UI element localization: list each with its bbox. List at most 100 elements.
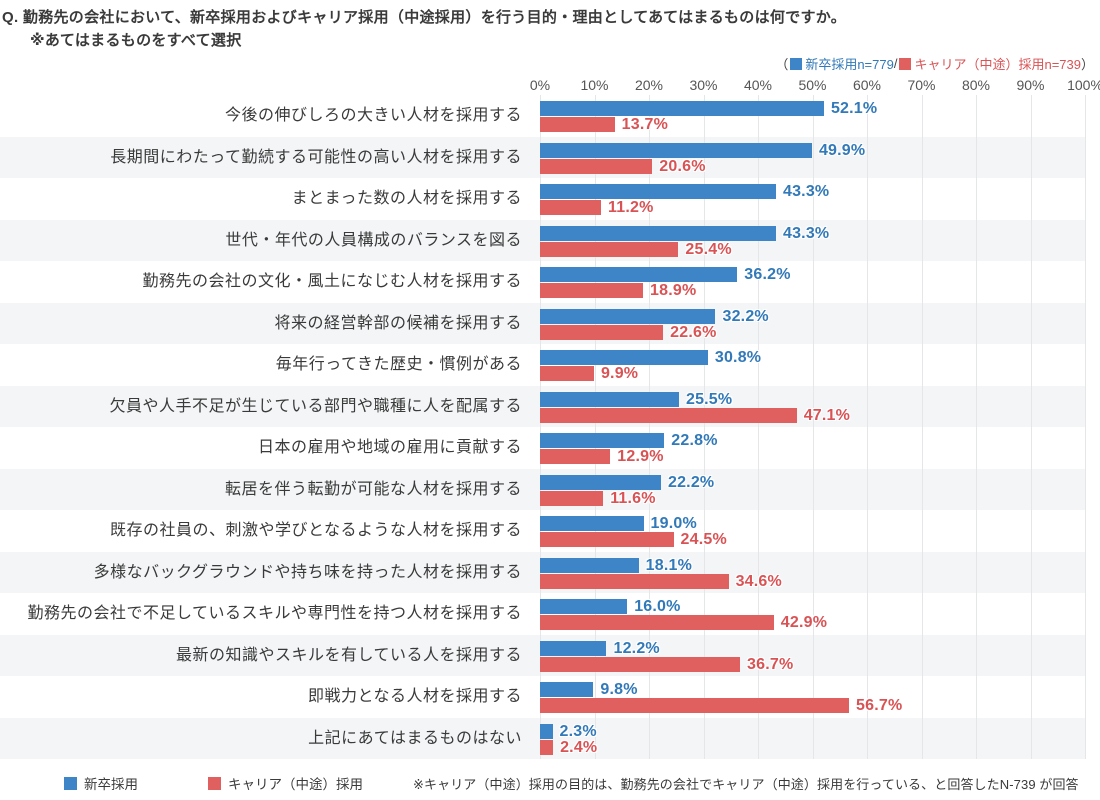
- category-label: 毎年行ってきた歴史・慣例がある: [275, 356, 522, 373]
- shinsotsu-bar: [540, 225, 776, 241]
- career-value-label: 47.1%: [803, 406, 851, 424]
- row-plot: 22.8% 12.9%: [540, 427, 1085, 469]
- chart-row: 毎年行ってきた歴史・慣例がある 30.8% 9.9%: [0, 344, 1085, 386]
- x-axis-tick: 70%: [907, 77, 936, 93]
- category-label: 即戦力となる人材を採用する: [307, 688, 522, 705]
- category-label: 転居を伴う転勤が可能な人材を採用する: [224, 480, 522, 498]
- chart-row: 世代・年代の人員構成のバランスを図る 43.3% 25.4%: [0, 219, 1085, 262]
- career-bar: [540, 656, 740, 672]
- category-label: 既存の社員の、刺激や学びとなるような人材を採用する: [109, 522, 522, 539]
- row-plot: 49.9% 20.6%: [540, 137, 1085, 179]
- row-plot: 16.0% 42.9%: [540, 593, 1085, 635]
- shinsotsu-bar: [540, 723, 553, 739]
- legend-top-series1: 新卒採用n=779: [805, 57, 894, 72]
- row-plot: 43.3% 25.4%: [540, 220, 1085, 262]
- chart-row: 欠員や人手不足が生じている部門や職種に人を配属する 25.5% 47.1%: [0, 385, 1085, 427]
- shinsotsu-value-label: 36.2%: [744, 266, 791, 283]
- chart-rows: 今後の伸びしろの大きい人材を採用する 52.1% 13.7% 長期間にわたって勤続する…: [0, 95, 1100, 759]
- career-value-label: 9.9%: [600, 365, 639, 382]
- career-bar: [540, 490, 604, 506]
- category-label: 最新の知識やスキルを有している人を採用する: [175, 646, 522, 664]
- career-value-label: 11.6%: [610, 489, 656, 507]
- career-bar: [540, 283, 643, 298]
- chart-row: 多様なバックグラウンドや持ち味を持った人材を採用する 18.1% 34.6%: [0, 551, 1085, 593]
- row-plot: 19.0% 24.5%: [540, 510, 1085, 552]
- row-plot: 2.3% 2.4%: [540, 718, 1085, 760]
- chart-row: 即戦力となる人材を採用する 9.8% 56.7%: [0, 676, 1085, 718]
- category-label: まとまった数の人材を採用する: [291, 190, 522, 207]
- legend-blue-square-icon: [790, 57, 803, 70]
- x-axis-tick: 80%: [961, 77, 991, 93]
- shinsotsu-value-label: 32.2%: [722, 307, 769, 325]
- career-bar: [540, 324, 664, 340]
- career-bar: [540, 698, 849, 713]
- shinsotsu-value-label: 22.2%: [667, 473, 715, 491]
- shinsotsu-bar: [540, 184, 776, 199]
- category-label: 今後の伸びしろの大きい人材を採用する: [224, 107, 522, 124]
- row-plot: 32.2% 22.6%: [540, 303, 1085, 345]
- chart-row: まとまった数の人材を採用する 43.3% 11.2%: [0, 178, 1085, 220]
- x-axis-tick: 40%: [743, 77, 773, 93]
- category-label: 将来の経営幹部の候補を採用する: [274, 314, 522, 332]
- career-bar: [540, 117, 615, 132]
- category-label: 長期間にわたって勤続する可能性の高い人材を採用する: [110, 148, 522, 166]
- row-plot: 36.2% 18.9%: [540, 261, 1085, 303]
- career-value-label: 22.6%: [670, 323, 717, 341]
- career-bar: [540, 615, 774, 630]
- question-subtitle: ※あてはまるものをすべて選択: [30, 32, 242, 49]
- career-value-label: 11.2%: [608, 199, 654, 216]
- chart-row: 長期間にわたって勤続する可能性の高い人材を採用する 49.9% 20.6%: [0, 136, 1085, 179]
- career-value-label: 20.6%: [659, 157, 706, 175]
- career-bar: [540, 573, 729, 589]
- shinsotsu-value-label: 9.8%: [600, 681, 638, 698]
- x-axis-tick: 10%: [580, 77, 609, 93]
- footer-legend-label: キャリア（中途）採用: [228, 777, 363, 792]
- shinsotsu-value-label: 22.8%: [671, 432, 718, 449]
- career-value-label: 12.9%: [617, 448, 664, 465]
- career-value-label: 25.4%: [685, 240, 732, 258]
- shinsotsu-bar: [540, 682, 594, 697]
- career-bar: [540, 200, 602, 215]
- chart-row: 最新の知識やスキルを有している人を採用する 12.2% 36.7%: [0, 634, 1085, 677]
- career-value-label: 34.6%: [735, 572, 782, 590]
- row-plot: 12.2% 36.7%: [540, 635, 1085, 677]
- row-plot: 9.8% 56.7%: [540, 676, 1085, 718]
- shinsotsu-value-label: 52.1%: [830, 100, 878, 117]
- category-label: 勤務先の会社の文化・風土になじむ人材を採用する: [142, 273, 522, 290]
- shinsotsu-bar: [540, 433, 665, 448]
- legend-top-separator: /: [893, 56, 898, 71]
- shinsotsu-bar: [540, 142, 812, 158]
- career-value-label: 2.4%: [560, 738, 598, 756]
- shinsotsu-bar: [540, 267, 738, 282]
- category-label: 上記にあてはまるものはない: [308, 729, 522, 747]
- x-axis-tick: 100%: [1067, 77, 1100, 93]
- footer-legend-label: 新卒採用: [84, 777, 138, 792]
- career-bar: [540, 407, 797, 423]
- category-label: 欠員や人手不足が生じている部門や職種に人を配属する: [109, 397, 522, 415]
- chart-row: 既存の社員の、刺激や学びとなるような人材を採用する 19.0% 24.5%: [0, 510, 1085, 552]
- shinsotsu-value-label: 43.3%: [782, 224, 830, 242]
- row-plot: 52.1% 13.7%: [540, 95, 1085, 137]
- row-plot: 30.8% 9.9%: [540, 344, 1085, 386]
- career-bar: [540, 366, 594, 381]
- career-bar: [540, 241, 679, 257]
- shinsotsu-bar: [540, 599, 628, 614]
- legend-red-square-icon: [208, 776, 221, 790]
- shinsotsu-bar: [540, 391, 679, 407]
- legend-top-open: （: [775, 57, 789, 72]
- career-value-label: 56.7%: [856, 697, 903, 714]
- category-label: 多様なバックグラウンドや持ち味を持った人材を採用する: [93, 563, 522, 581]
- shinsotsu-value-label: 25.5%: [685, 390, 733, 408]
- career-bar: [540, 739, 554, 755]
- category-label: 勤務先の会社で不足しているスキルや専門性を持つ人材を採用する: [27, 605, 522, 622]
- chart-row: 将来の経営幹部の候補を採用する 32.2% 22.6%: [0, 302, 1085, 345]
- chart-row: 転居を伴う転勤が可能な人材を採用する 22.2% 11.6%: [0, 468, 1085, 510]
- x-axis-tick: 20%: [634, 77, 664, 93]
- footer-legend-item-career: キャリア（中途）採用: [208, 773, 363, 793]
- question-title: Q. 勤務先の会社において、新卒採用およびキャリア採用（中途採用）を行う目的・理…: [2, 9, 847, 26]
- legend-red-square-icon: [899, 57, 912, 70]
- career-bar: [540, 449, 611, 464]
- legend-blue-square-icon: [64, 776, 77, 790]
- career-value-label: 13.7%: [621, 116, 669, 133]
